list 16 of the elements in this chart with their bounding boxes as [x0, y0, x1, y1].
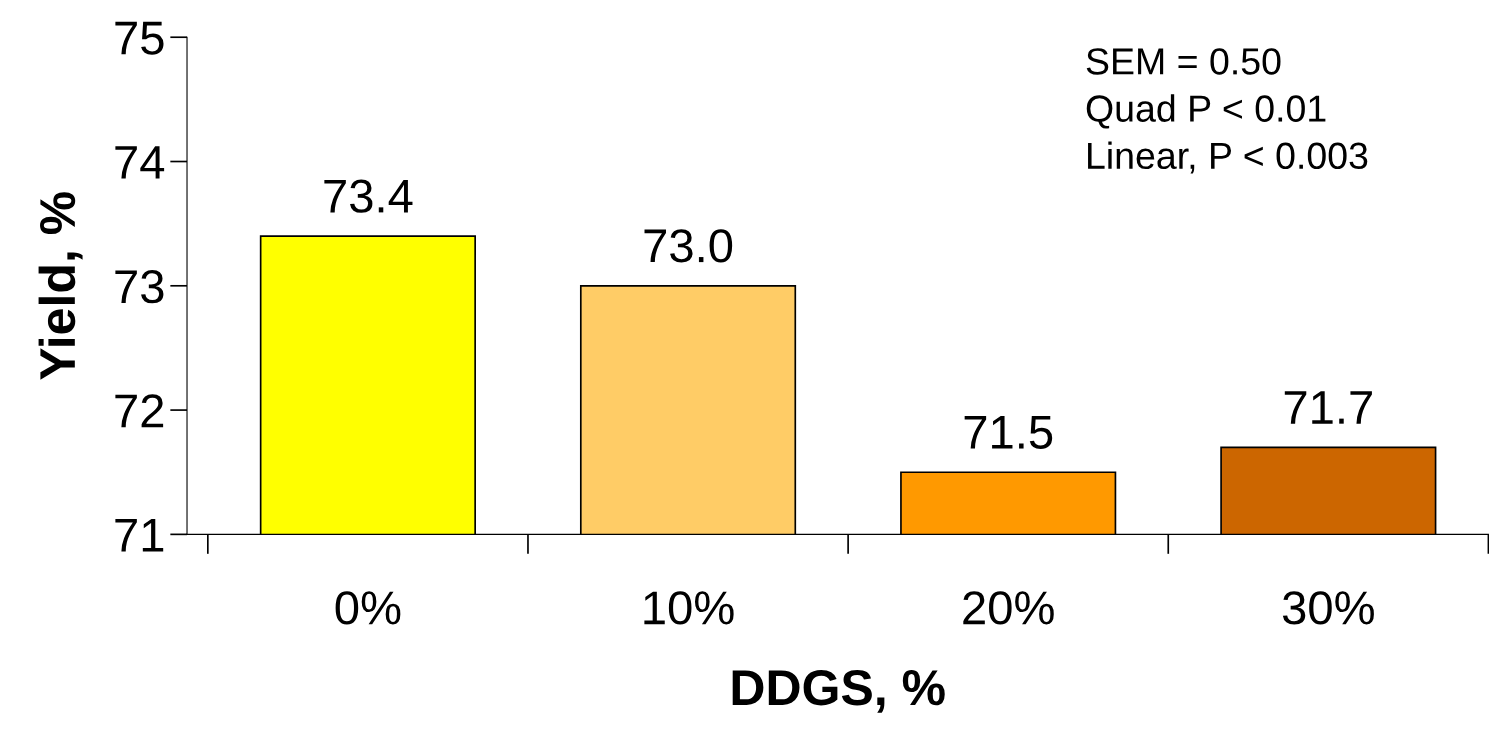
x-tick-label: 20%: [963, 591, 1054, 625]
x-tick-label: 10%: [644, 591, 734, 625]
data-label: 73.4: [324, 179, 413, 213]
annotation: SEM = 0.50 Quad P < 0.01 Linear, P < 0.003: [1086, 48, 1368, 174]
y-tick-label: 73: [115, 269, 164, 304]
data-label: 71.5: [964, 416, 1053, 449]
y-tick-label: 75: [115, 21, 164, 55]
x-tick-label: 30%: [1282, 591, 1374, 625]
y-tick-label: 72: [115, 394, 164, 428]
x-tick-label: 0%: [335, 591, 401, 625]
x-axis-title: DDGS, %: [732, 669, 945, 713]
y-tick-label: 74: [115, 146, 165, 179]
data-label: 73.0: [644, 229, 733, 263]
y-axis-title: Yield, %: [38, 192, 83, 380]
data-label: 71.7: [1284, 391, 1372, 424]
y-tick-label: 71: [115, 518, 164, 552]
